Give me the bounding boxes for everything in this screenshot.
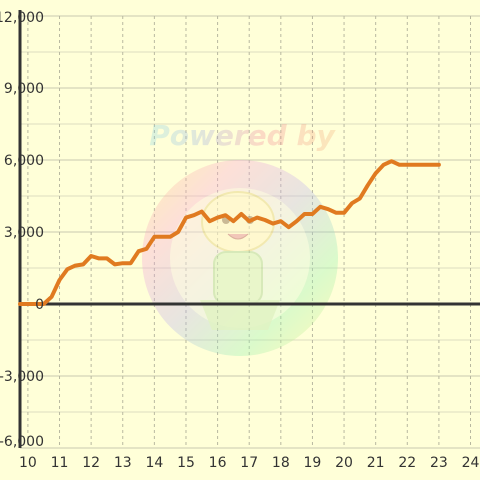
x-tick-label: 10 xyxy=(19,455,37,471)
x-tick-label: 24 xyxy=(462,455,480,471)
y-tick-label: 12,000 xyxy=(0,10,44,26)
y-tick-label: 9,000 xyxy=(4,81,44,97)
x-tick-label: 23 xyxy=(430,455,448,471)
series-line-0 xyxy=(18,159,441,306)
x-tick-label: 20 xyxy=(335,455,353,471)
y-tick-label: 6,000 xyxy=(4,153,44,169)
y-axis-ticks: -6,000 -3,000 0 3,000 6,000 9,000 12,000 xyxy=(0,10,44,450)
x-tick-label: 11 xyxy=(51,455,69,471)
x-tick-label: 13 xyxy=(114,455,132,471)
y-tick-label: -3,000 xyxy=(0,369,44,385)
y-tick-label: 3,000 xyxy=(4,225,44,241)
watermark-text: Powered by xyxy=(149,119,336,152)
y-tick-label: 0 xyxy=(35,297,44,313)
x-tick-label: 17 xyxy=(240,455,258,471)
x-tick-label: 15 xyxy=(177,455,195,471)
x-tick-label: 19 xyxy=(304,455,322,471)
x-tick-label: 14 xyxy=(145,455,163,471)
y-tick-label: -6,000 xyxy=(0,434,44,450)
x-tick-label: 18 xyxy=(272,455,290,471)
series-layer xyxy=(18,159,441,306)
x-tick-label: 22 xyxy=(398,455,416,471)
x-tick-label: 21 xyxy=(367,455,385,471)
axes xyxy=(18,10,480,448)
x-tick-label: 12 xyxy=(82,455,100,471)
x-axis-ticks: 10 11 12 13 14 15 16 17 18 19 20 21 22 23 24 xyxy=(19,455,480,471)
x-tick-label: 16 xyxy=(209,455,227,471)
